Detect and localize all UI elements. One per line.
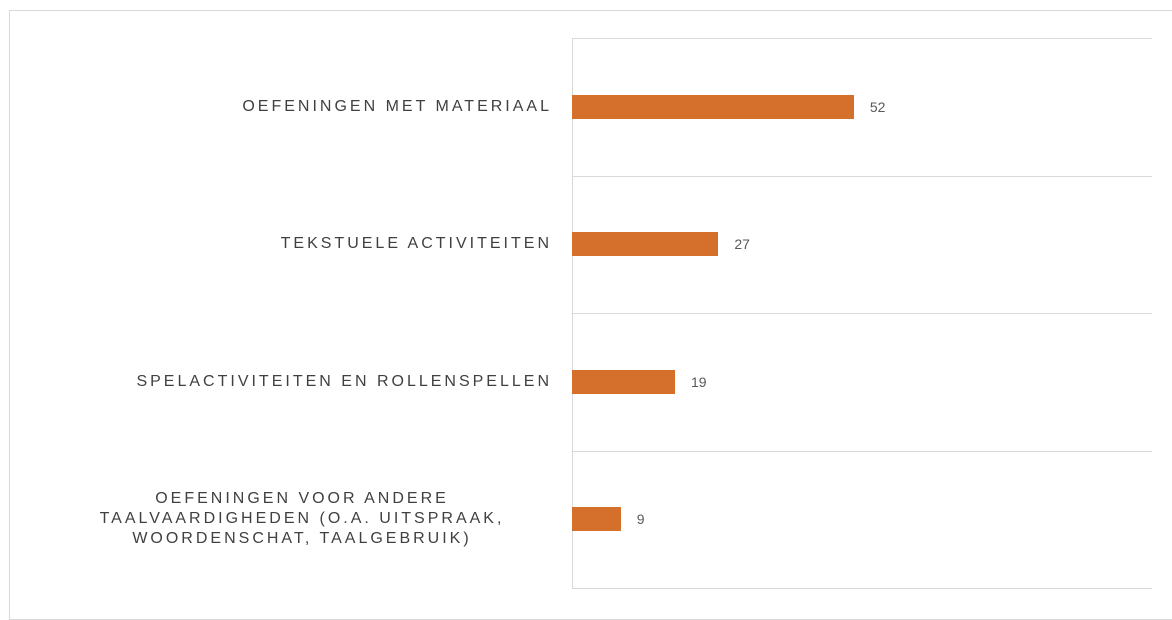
category-label: SPELACTIVITEITEN EN ROLLENSPELLEN	[10, 313, 552, 451]
category-label: TEKSTUELE ACTIVITEITEN	[10, 176, 552, 314]
grid-line	[572, 450, 1152, 452]
value-label: 9	[636, 511, 645, 528]
category-text: OEFENINGEN VOOR ANDERE TAALVAARDIGHEDEN …	[99, 490, 505, 548]
category-text: TEKSTUELE ACTIVITEITEN	[280, 235, 552, 253]
category-text: OEFENINGEN MET MATERIAAL	[242, 97, 552, 115]
grid-line	[572, 313, 1152, 314]
category-label: OEFENINGEN VOOR ANDERE TAALVAARDIGHEDEN …	[10, 451, 552, 589]
bar	[572, 507, 621, 532]
category-text: SPELACTIVITEITEN EN ROLLENSPELLEN	[136, 372, 552, 390]
value-label: 52	[869, 98, 886, 115]
grid-line	[572, 38, 1152, 39]
bar	[572, 232, 719, 257]
bar	[572, 94, 854, 119]
grid-line	[572, 588, 1152, 589]
value-label: 27	[734, 236, 750, 253]
category-label: OEFENINGEN MET MATERIAAL	[10, 38, 552, 176]
value-label: 19	[690, 373, 707, 390]
bar	[572, 369, 675, 394]
grid-line	[572, 175, 1152, 177]
chart: OEFENINGEN MET MATERIAAL 52 TEKSTUELE ACTI…	[9, 10, 1172, 620]
